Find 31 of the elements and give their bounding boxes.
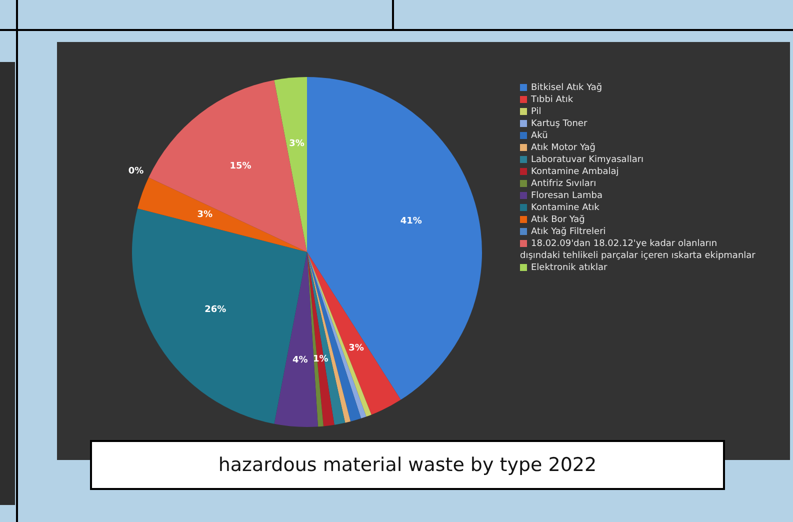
legend-label: Kartuş Toner [531, 119, 588, 129]
data-label: 3% [348, 344, 364, 354]
legend-label: Laboratuvar Kimyasalları [531, 155, 644, 165]
pie-slice [307, 252, 334, 426]
pie-slice [274, 77, 307, 252]
legend-label: Atık Bor Yağ [531, 215, 585, 225]
pie-slice [138, 177, 307, 252]
legend-label: Kontamine Atık [531, 203, 600, 213]
text: hazardous material waste by type 2022 [90, 440, 725, 490]
legend-label: Kontamine Ambalaj [531, 167, 619, 177]
legend-label: Atık Motor Yağ [531, 143, 596, 153]
data-label: 3% [289, 138, 304, 149]
legend-label: Elektronik atıklar [531, 263, 608, 273]
legend-label: Akü [531, 131, 548, 141]
text: 0% [128, 166, 144, 177]
legend-label: Antifriz Sıvıları [531, 179, 596, 189]
legend-label: 18.02.09'dan 18.02.12'ye kadar olanların dışındaki tehlikeli parçalar içeren ıskarta ekipmanlar [520, 239, 756, 261]
legend-label: Bitkisel Atık Yağ [531, 83, 602, 93]
data-label: 4% [292, 355, 308, 366]
data-label: 15% [230, 161, 252, 172]
pie-slice [307, 77, 482, 400]
pie-slice [307, 252, 401, 415]
legend-label: Pil [531, 107, 542, 117]
data-label: 26% [204, 305, 226, 316]
data-label: 1% [312, 354, 328, 365]
legend-label: Floresan Lamba [531, 191, 603, 201]
pie-slice [148, 80, 307, 252]
data-label: 41% [400, 216, 422, 227]
legend-label: Tıbbi Atık [531, 95, 574, 105]
data-label: 3% [197, 210, 213, 220]
legend-label: Atık Yağ Filtreleri [531, 227, 606, 237]
